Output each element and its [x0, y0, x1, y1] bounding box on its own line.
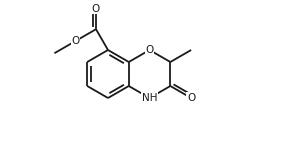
Text: O: O — [187, 93, 195, 103]
Text: O: O — [71, 36, 79, 46]
Text: O: O — [92, 4, 100, 14]
Text: O: O — [146, 45, 154, 55]
Text: NH: NH — [142, 93, 157, 103]
